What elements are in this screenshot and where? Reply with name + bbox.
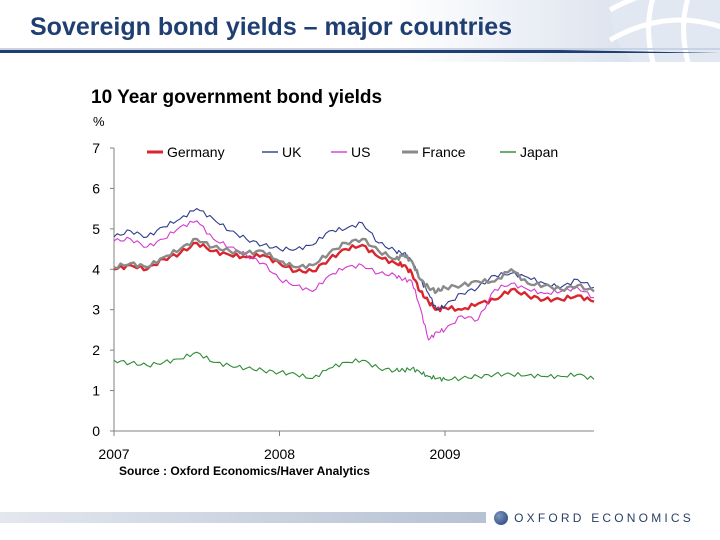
x-tick-label: 2009 (429, 446, 460, 462)
chart-series-lines (113, 208, 595, 382)
chart-axes: 0 1 2 3 4 5 6 7 2007 2008 2009 (92, 140, 594, 462)
x-tick-label: 2007 (98, 446, 129, 462)
series-line-germany (113, 241, 595, 313)
chart-source: Source : Oxford Economics/Haver Analytic… (119, 464, 370, 478)
slide-title: Sovereign bond yields – major countries (30, 13, 513, 41)
legend-label: Germany (167, 144, 225, 160)
y-tick-label: 2 (92, 342, 100, 358)
y-tick-label: 1 (92, 383, 100, 399)
y-tick-label: 3 (92, 302, 100, 318)
bond-yield-chart: 10 Year government bond yields % 0 1 2 3 4 5 6… (91, 87, 595, 478)
y-tick-label: 4 (92, 261, 100, 277)
y-tick-label: 5 (92, 221, 100, 237)
chart-title: 10 Year government bond yields (91, 87, 382, 108)
globe-graphic (608, 0, 720, 62)
logo-text: OXFORD ECONOMICS (514, 511, 694, 525)
company-logo: OXFORD ECONOMICS (486, 508, 694, 528)
title-underline (0, 48, 720, 53)
series-line-japan (113, 351, 595, 382)
legend-label: Japan (520, 144, 558, 160)
logo-globe-icon (494, 511, 509, 525)
series-line-france (113, 237, 595, 295)
legend-label: UK (282, 144, 302, 160)
y-tick-label: 0 (92, 423, 100, 439)
footer-bar (0, 512, 515, 523)
legend-label: France (422, 144, 466, 160)
slide-header: Sovereign bond yields – major countries (0, 0, 720, 62)
series-line-us (113, 220, 595, 341)
y-tick-label: 6 (92, 180, 100, 196)
y-axis-unit: % (93, 114, 105, 129)
y-tick-label: 7 (92, 140, 100, 156)
legend-label: US (351, 144, 370, 160)
x-tick-label: 2008 (264, 446, 295, 462)
chart-legend: Germany UK US France Japan (147, 144, 558, 160)
series-line-uk (113, 208, 595, 311)
